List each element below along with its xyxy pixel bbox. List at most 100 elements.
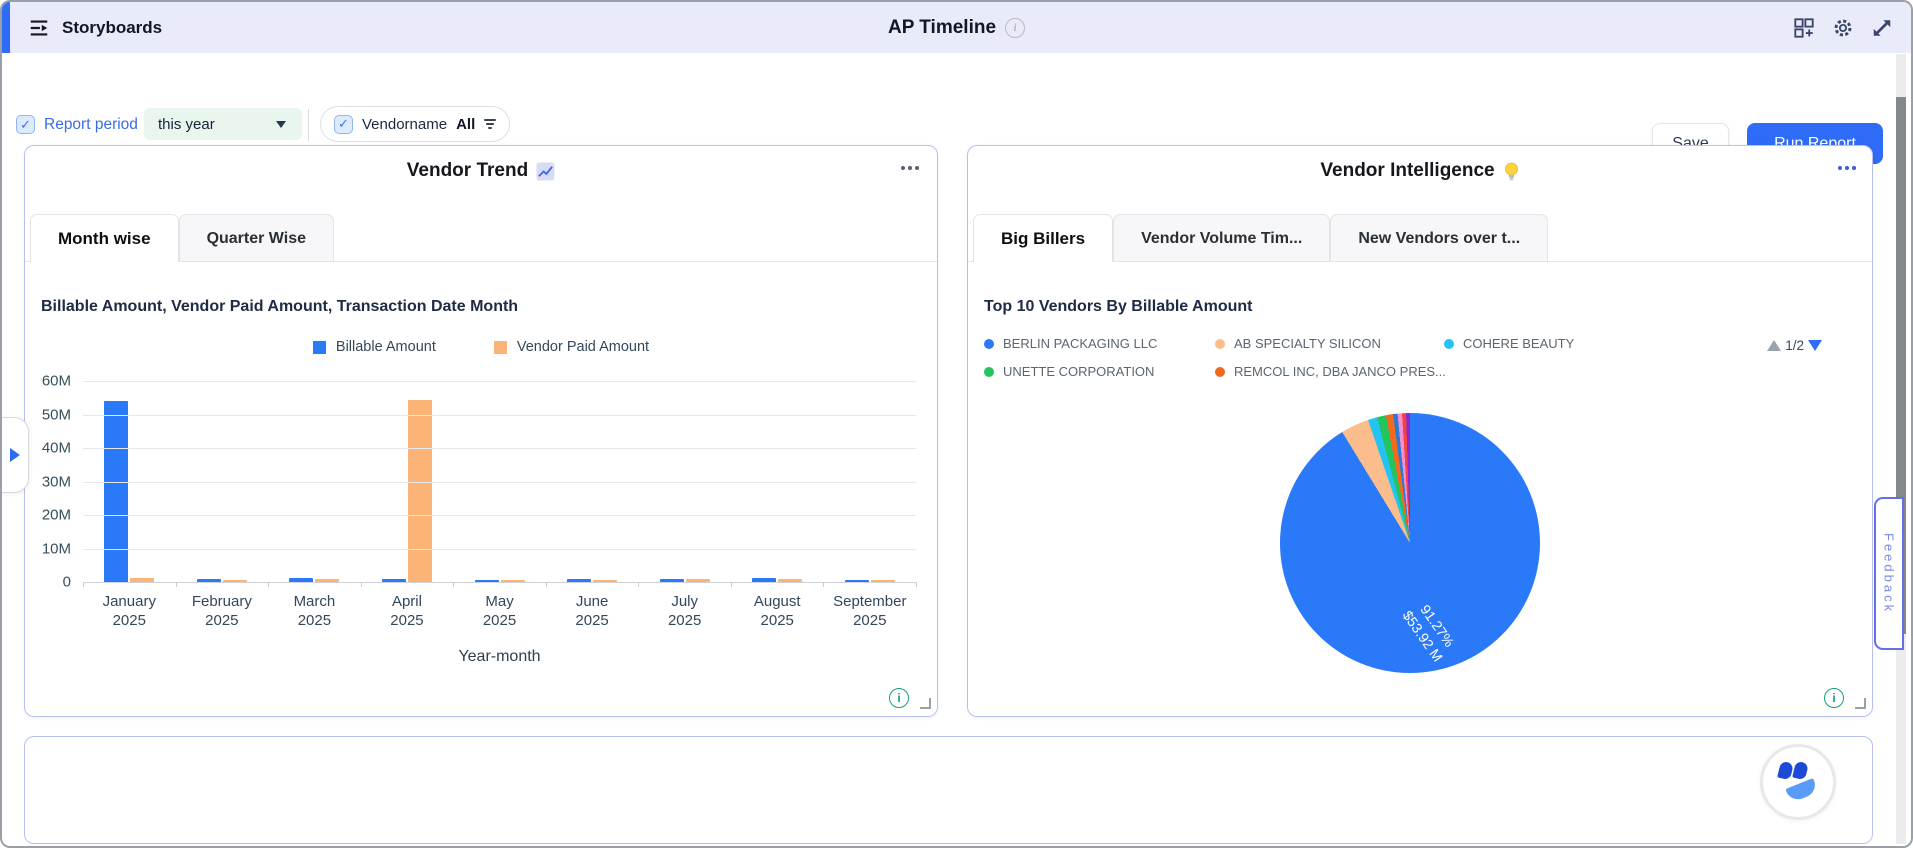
vendor-trend-menu-icon[interactable] — [901, 166, 919, 170]
feedback-tab[interactable]: Feedback — [1874, 497, 1904, 650]
x-axis-label: January 2025 — [102, 593, 156, 629]
vendor-legend-item[interactable]: AB SPECIALTY SILICON — [1215, 336, 1444, 351]
widget-info-icon[interactable]: i — [1824, 688, 1844, 708]
y-axis-tick-label: 30M — [41, 473, 71, 490]
bar-vendor-paid-amount[interactable] — [778, 578, 803, 582]
vendor-filter-value: All — [456, 115, 476, 133]
widget-info-icon[interactable]: i — [889, 688, 909, 708]
legend-dot — [1215, 338, 1225, 349]
tab-month-wise[interactable]: Month wise — [30, 214, 179, 263]
legend-swatch — [493, 340, 507, 354]
x-axis-label: August 2025 — [753, 593, 801, 629]
bar-vendor-paid-amount[interactable] — [315, 579, 340, 582]
x-axis-tick — [453, 582, 455, 587]
scrollbar-track[interactable] — [1896, 54, 1906, 844]
bar-billable-amount[interactable] — [752, 577, 777, 582]
settings-gear-icon[interactable] — [1832, 17, 1854, 39]
x-axis-tick — [638, 582, 640, 587]
bar-group — [638, 381, 731, 582]
vendor-intelligence-menu-icon[interactable] — [1838, 166, 1856, 170]
x-axis-label: March 2025 — [293, 593, 336, 629]
pie-chart-title: Top 10 Vendors By Billable Amount — [984, 298, 1253, 315]
bar-vendor-paid-amount[interactable] — [593, 579, 618, 582]
x-axis-label: September 2025 — [833, 593, 907, 629]
report-period-checkbox[interactable] — [16, 115, 35, 134]
bar-billable-amount[interactable] — [196, 579, 221, 582]
vendor-trend-panel: Vendor Trend Month wise Quarter Wise Bil… — [24, 145, 938, 717]
sidebar-expand-button[interactable] — [2, 417, 29, 493]
vendor-filter-checkbox[interactable] — [334, 114, 353, 134]
gridline — [83, 448, 916, 449]
bar-billable-amount[interactable] — [567, 579, 592, 582]
legend-dot — [1444, 338, 1454, 349]
fullscreen-icon[interactable] — [1871, 17, 1893, 39]
bar-vendor-paid-amount[interactable] — [407, 400, 432, 582]
vendor-trend-title: Vendor Trend — [406, 160, 529, 181]
bar-vendor-paid-amount[interactable] — [500, 579, 525, 582]
legend-dot — [1215, 366, 1225, 377]
bar-vendor-paid-amount[interactable] — [130, 577, 155, 582]
tab-new-vendors[interactable]: New Vendors over t... — [1330, 214, 1549, 262]
x-axis-tick — [175, 582, 177, 587]
quote-mark-icon — [1777, 760, 1794, 781]
vendor-legend-item[interactable]: BERLIN PACKAGING LLC — [984, 336, 1215, 351]
chart-increasing-icon — [536, 161, 555, 181]
x-axis-label: February 2025 — [191, 593, 252, 629]
legend-page-up-icon[interactable] — [1767, 340, 1782, 351]
resize-handle[interactable] — [920, 698, 931, 709]
page-info-icon[interactable]: i — [1005, 17, 1026, 38]
legend-page-down-icon[interactable] — [1808, 340, 1822, 351]
play-arrow-icon — [10, 448, 20, 462]
vendor-intelligence-title: Vendor Intelligence — [1320, 160, 1495, 181]
bar-billable-amount[interactable] — [381, 579, 406, 582]
x-axis-tick — [83, 582, 84, 587]
bar-vendor-paid-amount[interactable] — [685, 579, 710, 582]
chevron-down-icon — [276, 120, 286, 128]
feedback-label: Feedback — [1881, 532, 1897, 615]
resize-handle[interactable] — [1855, 698, 1866, 709]
empty-widget-panel — [24, 736, 1873, 844]
bar-billable-amount[interactable] — [289, 578, 314, 582]
bar-group — [176, 381, 269, 582]
legend-label: AB SPECIALTY SILICON — [1234, 336, 1381, 351]
tab-quarter-wise[interactable]: Quarter Wise — [178, 214, 335, 262]
legend-swatch — [312, 340, 326, 354]
bar-chart-x-axis-title: Year-month — [458, 648, 541, 665]
report-period-select[interactable]: this year — [144, 108, 302, 140]
add-widget-icon[interactable] — [1793, 17, 1815, 39]
app-title: Storyboards — [62, 17, 163, 37]
vendor-legend-item[interactable]: REMCOL INC, DBA JANCO PRES... — [1215, 364, 1446, 379]
legend-item[interactable]: Vendor Paid Amount — [493, 339, 649, 355]
x-axis-tick — [545, 582, 547, 587]
vendor-filter-chip[interactable]: Vendorname All — [320, 106, 511, 142]
storyboards-menu-icon[interactable] — [28, 17, 50, 39]
bar-group — [546, 381, 639, 582]
bar-vendor-paid-amount[interactable] — [870, 579, 895, 582]
vendor-intelligence-tabs: Big Billers Vendor Volume Tim... New Ven… — [968, 214, 1872, 263]
scrollbar-thumb[interactable] — [1896, 97, 1906, 634]
legend-item[interactable]: Billable Amount — [312, 339, 436, 355]
tab-vendor-volume[interactable]: Vendor Volume Tim... — [1113, 214, 1331, 262]
legend-dot — [984, 366, 994, 377]
bar-group — [361, 381, 454, 582]
gridline — [83, 548, 916, 550]
bar-billable-amount[interactable] — [104, 401, 129, 582]
bar-chart-title: Billable Amount, Vendor Paid Amount, Tra… — [41, 298, 519, 315]
bar-billable-amount[interactable] — [844, 579, 869, 582]
y-axis-tick-label: 50M — [41, 406, 71, 423]
y-axis-tick-label: 40M — [41, 439, 71, 457]
vendor-legend-item[interactable]: COHERE BEAUTY — [1444, 336, 1764, 351]
bar-vendor-paid-amount[interactable] — [222, 579, 247, 582]
legend-dot — [984, 338, 994, 349]
tab-big-billers[interactable]: Big Billers — [973, 214, 1114, 263]
assistant-logo[interactable] — [1760, 744, 1836, 820]
bar-group — [268, 381, 361, 582]
bar-billable-amount[interactable] — [659, 578, 684, 582]
vendor-legend-item[interactable]: UNETTE CORPORATION — [984, 364, 1215, 379]
pie-chart[interactable]: 91.27% $53.92 M — [1280, 413, 1540, 673]
bar-group — [731, 381, 824, 582]
legend-label: REMCOL INC, DBA JANCO PRES... — [1234, 364, 1446, 379]
bar-billable-amount[interactable] — [474, 579, 499, 582]
vendor-trend-tabs: Month wise Quarter Wise — [25, 214, 937, 263]
vendor-intelligence-panel: Vendor Intelligence Big Billers Vendor V… — [967, 145, 1873, 717]
